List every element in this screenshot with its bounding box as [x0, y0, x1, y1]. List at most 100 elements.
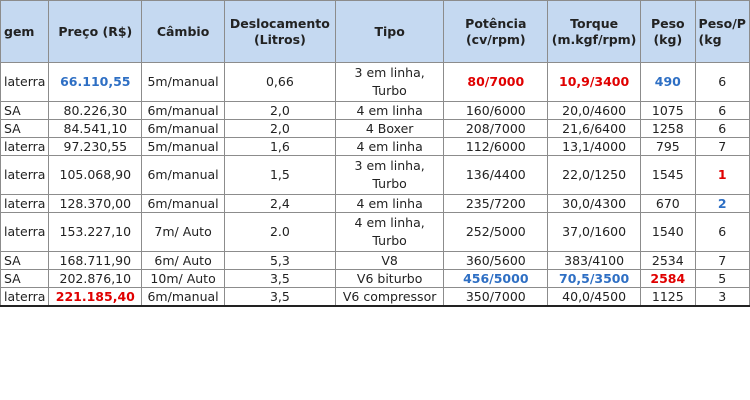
header-tipo[interactable]: Tipo — [334, 0, 445, 63]
potencia-cell[interactable]: 350/7000 — [443, 287, 549, 307]
cambio-cell[interactable]: 6m/manual — [141, 155, 225, 195]
cambio-cell[interactable]: 6m/manual — [141, 287, 225, 307]
tipo-cell[interactable]: 4 em linha — [334, 101, 445, 120]
origem-cell[interactable]: laterra — [0, 194, 50, 213]
torque-cell[interactable]: 13,1/4000 — [547, 137, 642, 156]
peso-potencia-cell[interactable]: 6 — [694, 119, 750, 138]
peso-potencia-cell[interactable]: 7 — [694, 137, 750, 156]
torque-cell[interactable]: 40,0/4500 — [547, 287, 642, 307]
peso-potencia-cell[interactable]: 7 — [694, 251, 750, 270]
potencia-cell[interactable]: 136/4400 — [443, 155, 549, 195]
tipo-cell[interactable]: V6 compressor — [334, 287, 445, 307]
torque-cell[interactable]: 37,0/1600 — [547, 212, 642, 252]
origem-cell[interactable]: laterra — [0, 62, 50, 102]
peso-cell[interactable]: 2534 — [640, 251, 696, 270]
origem-cell[interactable]: laterra — [0, 155, 50, 195]
tipo-cell[interactable]: 3 em linha, Turbo — [334, 155, 445, 195]
torque-cell[interactable]: 70,5/3500 — [547, 269, 642, 288]
origem-cell[interactable]: laterra — [0, 287, 50, 307]
peso-potencia-cell[interactable]: 3 — [694, 287, 750, 307]
potencia-cell[interactable]: 456/5000 — [443, 269, 549, 288]
peso-potencia-cell[interactable]: 6 — [694, 62, 750, 102]
deslocamento-cell[interactable]: 2.0 — [223, 212, 336, 252]
preco-cell[interactable]: 202.876,10 — [48, 269, 143, 288]
potencia-cell[interactable]: 160/6000 — [443, 101, 549, 120]
origem-cell[interactable]: SA — [0, 101, 50, 120]
tipo-cell[interactable]: 4 em linha — [334, 137, 445, 156]
peso-potencia-cell[interactable]: 6 — [694, 101, 750, 120]
origem-cell[interactable]: SA — [0, 269, 50, 288]
deslocamento-cell[interactable]: 3,5 — [223, 269, 336, 288]
deslocamento-cell[interactable]: 1,5 — [223, 155, 336, 195]
torque-cell[interactable]: 20,0/4600 — [547, 101, 642, 120]
peso-cell[interactable]: 1545 — [640, 155, 696, 195]
peso-cell[interactable]: 1540 — [640, 212, 696, 252]
peso-cell[interactable]: 670 — [640, 194, 696, 213]
preco-cell[interactable]: 97.230,55 — [48, 137, 143, 156]
peso-cell[interactable]: 1258 — [640, 119, 696, 138]
origem-cell[interactable]: laterra — [0, 212, 50, 252]
potencia-cell[interactable]: 112/6000 — [443, 137, 549, 156]
preco-cell[interactable]: 105.068,90 — [48, 155, 143, 195]
peso-potencia-cell[interactable]: 1 — [694, 155, 750, 195]
tipo-cell[interactable]: V6 biturbo — [334, 269, 445, 288]
origem-cell[interactable]: laterra — [0, 137, 50, 156]
torque-cell[interactable]: 22,0/1250 — [547, 155, 642, 195]
peso-cell[interactable]: 1075 — [640, 101, 696, 120]
peso-cell[interactable]: 1125 — [640, 287, 696, 307]
header-peso[interactable]: Peso (kg) — [640, 0, 696, 63]
cambio-cell[interactable]: 6m/ Auto — [141, 251, 225, 270]
header-deslocamento[interactable]: Deslocamento (Litros) — [223, 0, 336, 63]
preco-cell[interactable]: 168.711,90 — [48, 251, 143, 270]
tipo-cell[interactable]: V8 — [334, 251, 445, 270]
preco-cell[interactable]: 84.541,10 — [48, 119, 143, 138]
cambio-cell[interactable]: 5m/manual — [141, 137, 225, 156]
deslocamento-cell[interactable]: 2,0 — [223, 119, 336, 138]
deslocamento-cell[interactable]: 0,66 — [223, 62, 336, 102]
header-potencia[interactable]: Potência (cv/rpm) — [443, 0, 549, 63]
preco-cell[interactable]: 153.227,10 — [48, 212, 143, 252]
cambio-cell[interactable]: 6m/manual — [141, 101, 225, 120]
preco-cell[interactable]: 80.226,30 — [48, 101, 143, 120]
torque-cell[interactable]: 30,0/4300 — [547, 194, 642, 213]
header-cambio[interactable]: Câmbio — [141, 0, 225, 63]
deslocamento-cell[interactable]: 5,3 — [223, 251, 336, 270]
torque-cell[interactable]: 10,9/3400 — [547, 62, 642, 102]
torque-cell[interactable]: 21,6/6400 — [547, 119, 642, 138]
origem-cell[interactable]: SA — [0, 251, 50, 270]
cambio-cell[interactable]: 5m/manual — [141, 62, 225, 102]
cambio-cell[interactable]: 6m/manual — [141, 194, 225, 213]
cambio-cell[interactable]: 10m/ Auto — [141, 269, 225, 288]
deslocamento-cell[interactable]: 2,4 — [223, 194, 336, 213]
potencia-cell[interactable]: 208/7000 — [443, 119, 549, 138]
peso-cell[interactable]: 795 — [640, 137, 696, 156]
deslocamento-cell[interactable]: 1,6 — [223, 137, 336, 156]
potencia-cell[interactable]: 360/5600 — [443, 251, 549, 270]
tipo-cell[interactable]: 3 em linha, Turbo — [334, 62, 445, 102]
header-peso-potencia[interactable]: Peso/P (kg — [694, 0, 750, 63]
tipo-cell[interactable]: 4 Boxer — [334, 119, 445, 138]
origem-cell[interactable]: SA — [0, 119, 50, 138]
preco-cell[interactable]: 128.370,00 — [48, 194, 143, 213]
peso-cell[interactable]: 2584 — [640, 269, 696, 288]
header-preco[interactable]: Preço (R$) — [48, 0, 143, 63]
deslocamento-cell[interactable]: 3,5 — [223, 287, 336, 307]
cambio-cell[interactable]: 7m/ Auto — [141, 212, 225, 252]
cambio-cell[interactable]: 6m/manual — [141, 119, 225, 138]
peso-potencia-cell[interactable]: 6 — [694, 212, 750, 252]
preco-cell[interactable]: 66.110,55 — [48, 62, 143, 102]
header-torque[interactable]: Torque (m.kgf/rpm) — [547, 0, 642, 63]
potencia-cell[interactable]: 235/7200 — [443, 194, 549, 213]
peso-potencia-cell[interactable]: 2 — [694, 194, 750, 213]
potencia-cell[interactable]: 252/5000 — [443, 212, 549, 252]
deslocamento-cell[interactable]: 2,0 — [223, 101, 336, 120]
peso-potencia-cell[interactable]: 5 — [694, 269, 750, 288]
preco-cell[interactable]: 221.185,40 — [48, 287, 143, 307]
torque-cell[interactable]: 383/4100 — [547, 251, 642, 270]
header-origem[interactable]: gem — [0, 0, 50, 63]
potencia-cell[interactable]: 80/7000 — [443, 62, 549, 102]
tipo-cell[interactable]: 4 em linha, Turbo — [334, 212, 445, 252]
peso-cell[interactable]: 490 — [640, 62, 696, 102]
table-row: SA 202.876,10 10m/ Auto 3,5 V6 biturbo 456/50… — [0, 269, 750, 288]
tipo-cell[interactable]: 4 em linha — [334, 194, 445, 213]
